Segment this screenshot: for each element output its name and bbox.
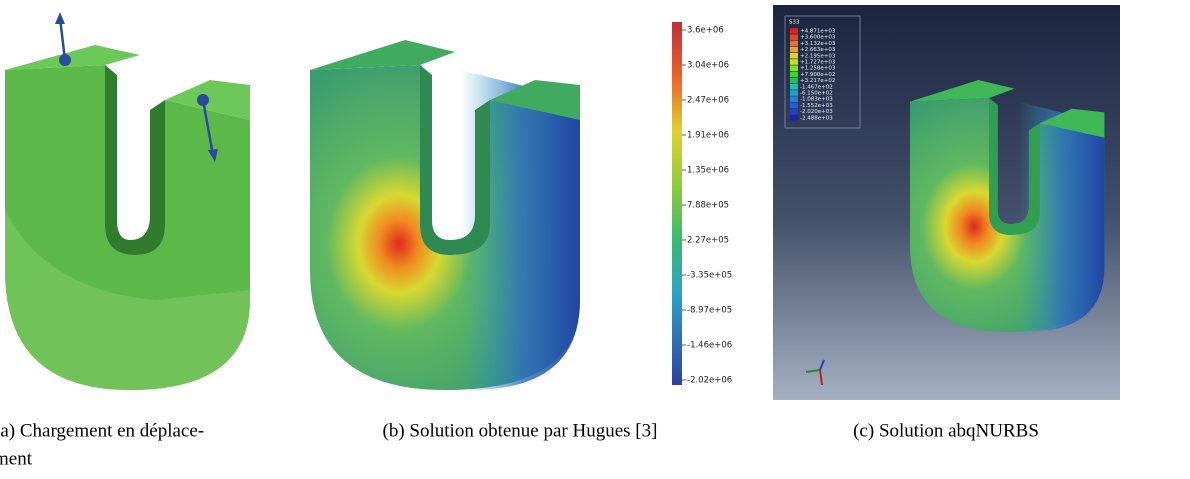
legend-box [784, 15, 861, 129]
legend-swatch [790, 90, 798, 96]
colorbar [672, 22, 682, 385]
legend-swatch [790, 108, 798, 115]
legend-label: +4.871e+03 [800, 29, 836, 35]
legend-label: -1.552e+03 [800, 103, 833, 109]
legend-label: +7.900e+02 [800, 72, 835, 78]
legend-swatch [790, 40, 798, 47]
legend-swatch [790, 96, 798, 102]
colorbar-label: -1.46e+06 [687, 341, 732, 351]
legend-swatch [790, 77, 798, 84]
legend-label: +3.132e+03 [800, 41, 836, 47]
caption: ment [0, 448, 33, 469]
caption: (c) Solution abqNURBS [853, 420, 1039, 441]
colorbar-label: -8.97e+05 [687, 306, 732, 316]
u-shape-a [5, 12, 250, 390]
colorbar-label: 3.04e+06 [687, 61, 729, 71]
legend-label: +1.258e+03 [800, 66, 836, 72]
colorbar-label: 2.47e+06 [687, 96, 729, 106]
legend-label: -2.488e+03 [800, 115, 833, 121]
colorbar-label: 1.91e+06 [687, 131, 729, 141]
colorbar-label: 7.88e+05 [687, 201, 729, 211]
caption: (b) Solution obtenue par Hugues [3] [383, 420, 658, 441]
legend-label: +2.663e+03 [800, 47, 836, 53]
legend-swatch [790, 46, 798, 53]
legend-swatch [790, 84, 798, 90]
legend-label: +3.600e+03 [800, 35, 836, 41]
legend-swatch [790, 34, 798, 40]
caption: (a) Chargement en déplace- [0, 420, 204, 441]
u-shape-b [310, 40, 580, 390]
legend-label: +1.727e+03 [800, 60, 836, 66]
legend-label: -6.150e+02 [800, 91, 833, 97]
legend-label: +3.217e+02 [800, 78, 835, 84]
legend-title: S33 [789, 20, 800, 26]
legend-swatch [790, 59, 798, 65]
legend-label: -2.020e+03 [800, 109, 833, 115]
colorbar-label: 2.27e+05 [687, 236, 729, 246]
legend-swatch [790, 115, 798, 121]
legend-label: -1.467e+02 [800, 84, 833, 90]
colorbar-label: -3.35e+05 [687, 271, 732, 281]
legend-swatch [790, 102, 798, 109]
legend-label: +2.195e+03 [800, 53, 836, 59]
colorbar-label: 3.6e+06 [687, 26, 724, 36]
legend-label: -1.083e+03 [800, 97, 833, 103]
u-shape-c [910, 80, 1105, 332]
legend-swatch [790, 71, 798, 78]
colorbar-label: 1.35e+06 [687, 166, 729, 176]
legend-swatch [790, 53, 798, 59]
legend-swatch [790, 65, 798, 71]
legend-swatch [790, 28, 798, 34]
colorbar-label: -2.02e+06 [687, 376, 732, 386]
triad [805, 359, 825, 386]
